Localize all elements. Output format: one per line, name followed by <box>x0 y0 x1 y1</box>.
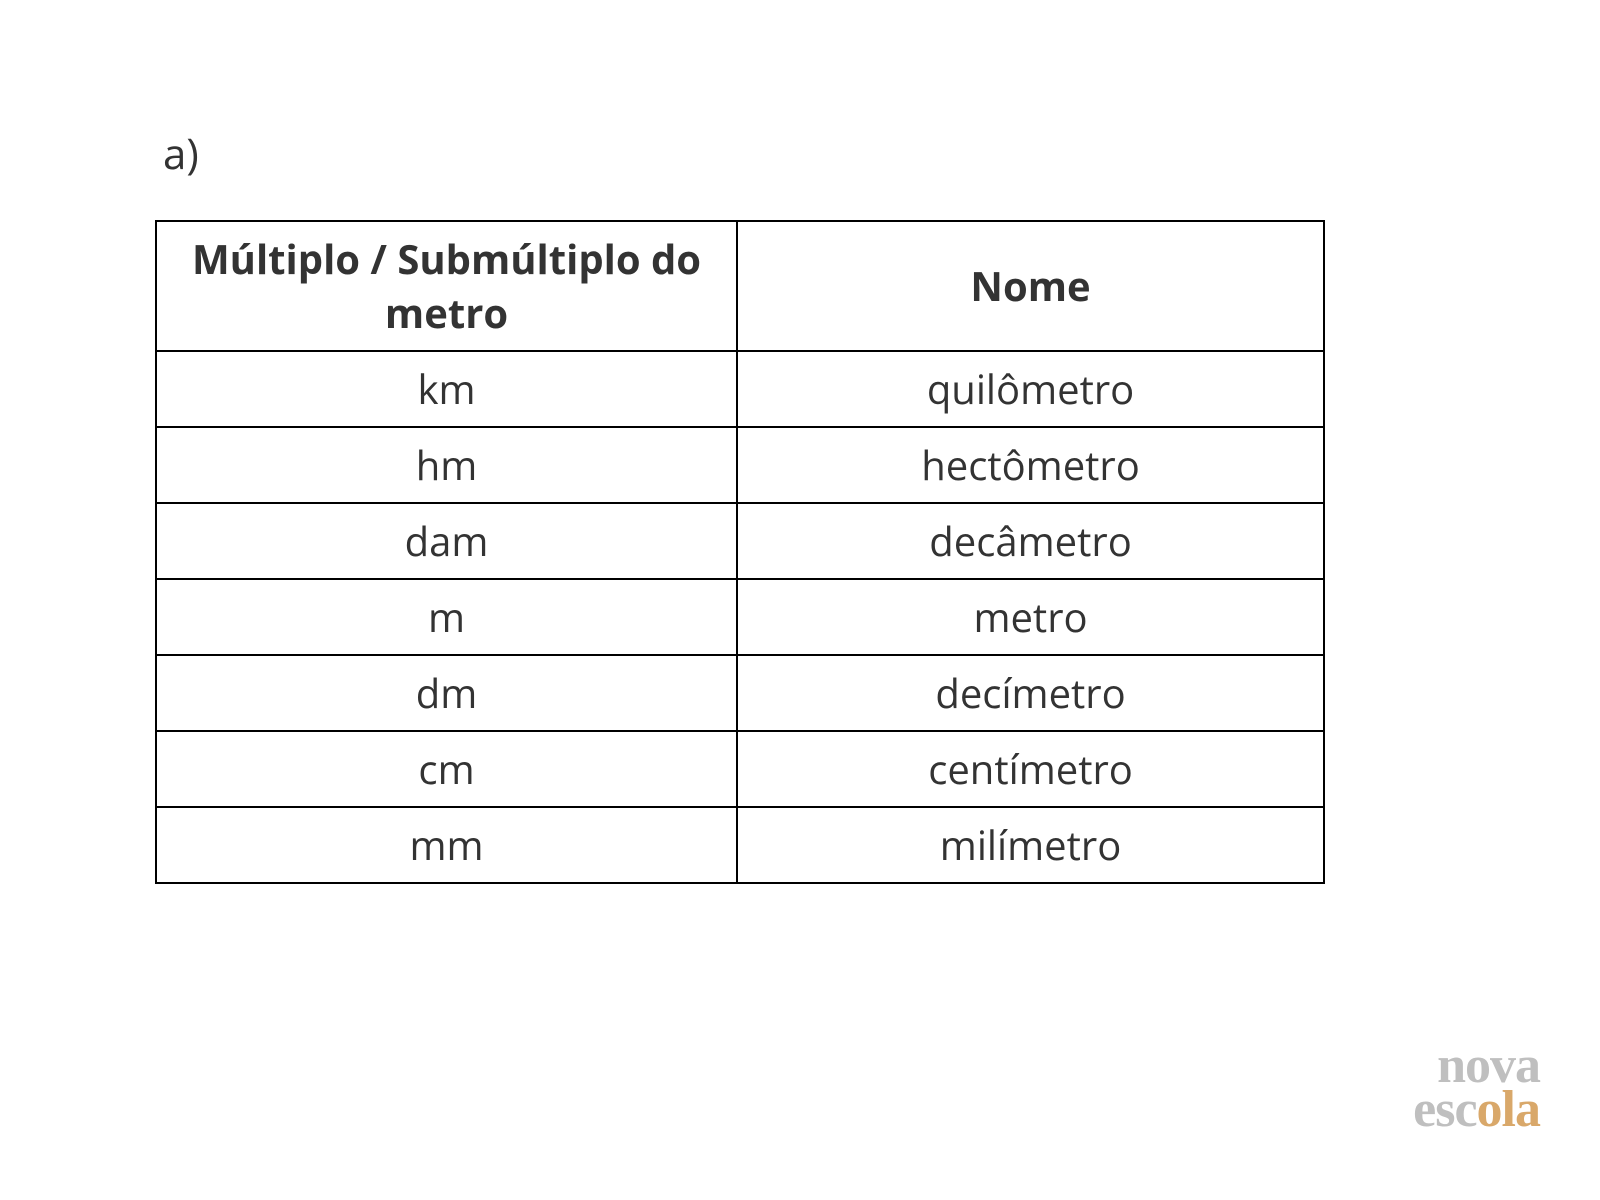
cell-name: quilômetro <box>737 351 1324 427</box>
cell-name: milímetro <box>737 807 1324 883</box>
cell-name: metro <box>737 579 1324 655</box>
page-container: a) Múltiplo / Submúltiplo do metro Nome … <box>0 0 1600 884</box>
item-label: a) <box>163 125 1445 182</box>
table-row: km quilômetro <box>156 351 1324 427</box>
column-header-abbrev: Múltiplo / Submúltiplo do metro <box>156 221 737 351</box>
table-row: m metro <box>156 579 1324 655</box>
cell-abbrev: hm <box>156 427 737 503</box>
cell-abbrev: dam <box>156 503 737 579</box>
metric-units-table: Múltiplo / Submúltiplo do metro Nome km … <box>155 220 1325 884</box>
nova-escola-logo: nova escola <box>1413 1044 1540 1132</box>
cell-abbrev: cm <box>156 731 737 807</box>
cell-abbrev: km <box>156 351 737 427</box>
cell-name: hectômetro <box>737 427 1324 503</box>
logo-line2-gray: esc <box>1413 1081 1476 1138</box>
cell-abbrev: mm <box>156 807 737 883</box>
column-header-name: Nome <box>737 221 1324 351</box>
cell-name: decímetro <box>737 655 1324 731</box>
logo-line2: escola <box>1413 1088 1540 1132</box>
table-row: mm milímetro <box>156 807 1324 883</box>
cell-abbrev: dm <box>156 655 737 731</box>
table-header-row: Múltiplo / Submúltiplo do metro Nome <box>156 221 1324 351</box>
logo-line2-accent: ola <box>1477 1081 1540 1138</box>
table-row: dam decâmetro <box>156 503 1324 579</box>
cell-abbrev: m <box>156 579 737 655</box>
table-row: hm hectômetro <box>156 427 1324 503</box>
cell-name: centímetro <box>737 731 1324 807</box>
table-row: cm centímetro <box>156 731 1324 807</box>
cell-name: decâmetro <box>737 503 1324 579</box>
table-row: dm decímetro <box>156 655 1324 731</box>
